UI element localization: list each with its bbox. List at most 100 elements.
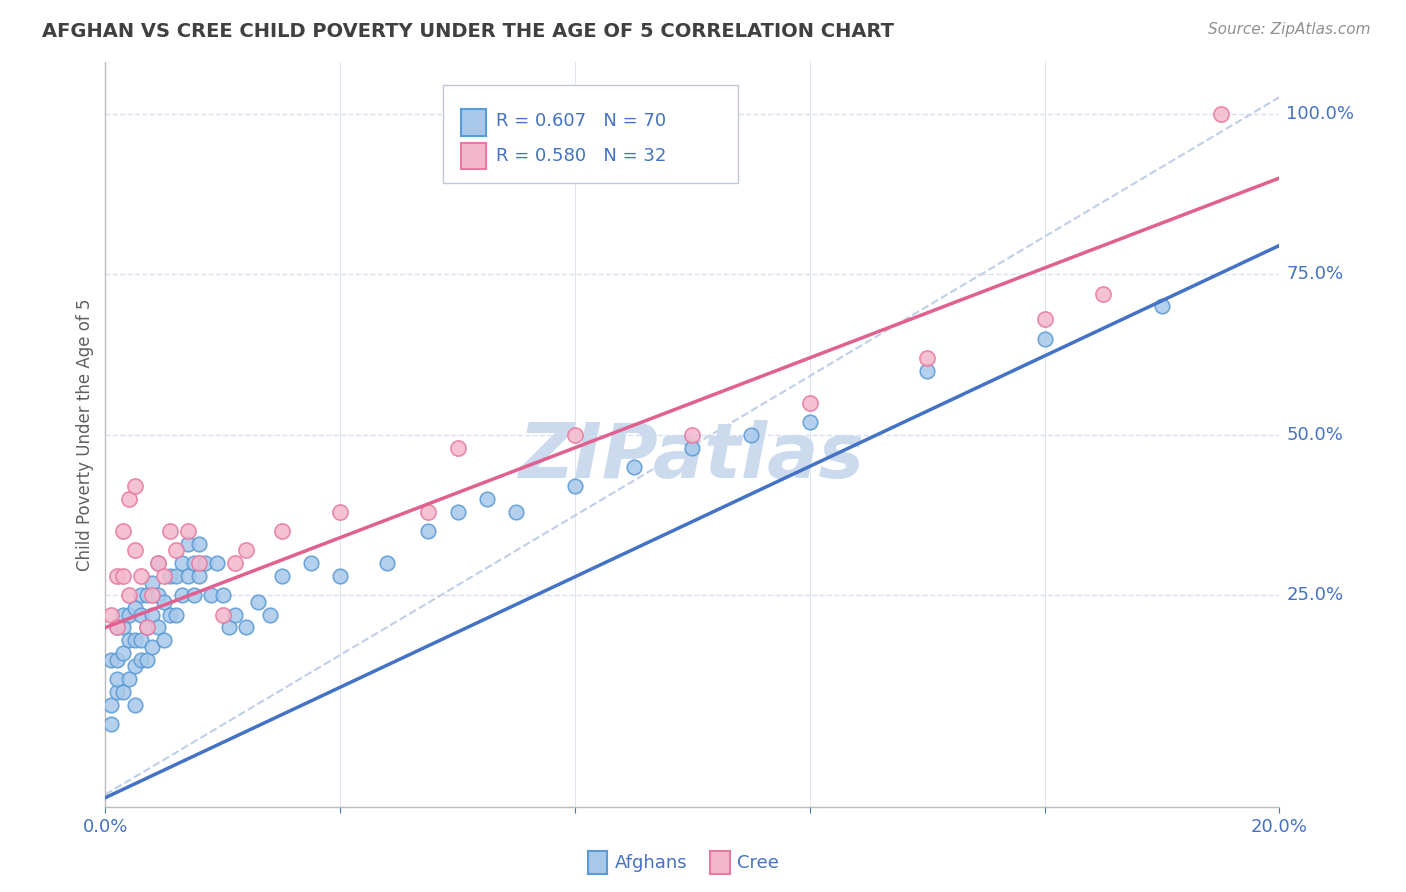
Point (118, 633, 141, 648)
Point (211, 588, 233, 602)
Point (118, 607, 141, 622)
Text: R = 0.580   N = 32: R = 0.580 N = 32 (496, 147, 666, 165)
Point (247, 595, 270, 609)
Point (141, 607, 163, 622)
Point (159, 524, 181, 538)
Point (118, 588, 141, 602)
Point (564, 428, 586, 442)
Point (205, 556, 228, 570)
Point (176, 537, 198, 551)
Point (418, 524, 440, 538)
Point (188, 569, 211, 583)
Point (170, 556, 193, 570)
Point (148, 556, 170, 570)
Point (1150, 300, 1173, 314)
Text: R = 0.607   N = 70: R = 0.607 N = 70 (496, 112, 666, 130)
Y-axis label: Child Poverty Under the Age of 5: Child Poverty Under the Age of 5 (76, 299, 94, 571)
Point (112, 646, 135, 660)
Point (799, 415, 821, 429)
Point (188, 556, 211, 570)
Point (112, 569, 135, 583)
Point (112, 684, 135, 698)
Point (475, 491, 498, 506)
Point (799, 396, 821, 410)
Point (124, 601, 146, 615)
Point (211, 607, 233, 622)
Text: 75.0%: 75.0% (1286, 265, 1344, 284)
Point (105, 569, 128, 583)
Point (259, 607, 281, 622)
Point (105, 652, 128, 666)
Point (623, 459, 645, 474)
Point (112, 607, 135, 622)
Point (100, 607, 122, 622)
Point (153, 633, 176, 648)
Point (183, 556, 205, 570)
Point (165, 543, 187, 558)
Point (176, 524, 198, 538)
Point (375, 556, 398, 570)
Point (200, 588, 222, 602)
Point (1033, 332, 1056, 346)
Point (1092, 286, 1115, 301)
Point (176, 569, 198, 583)
Point (740, 428, 762, 442)
Point (105, 672, 128, 686)
Point (1209, 107, 1232, 121)
Point (141, 575, 163, 590)
Point (153, 569, 176, 583)
Text: Cree: Cree (737, 855, 779, 872)
Point (165, 607, 187, 622)
Point (446, 441, 468, 455)
Point (100, 698, 122, 712)
Point (224, 607, 246, 622)
Point (100, 716, 122, 731)
Point (129, 633, 152, 648)
Point (148, 620, 170, 634)
Point (105, 620, 128, 634)
Text: AFGHAN VS CREE CHILD POVERTY UNDER THE AGE OF 5 CORRELATION CHART: AFGHAN VS CREE CHILD POVERTY UNDER THE A… (42, 22, 894, 41)
Text: Source: ZipAtlas.com: Source: ZipAtlas.com (1208, 22, 1371, 37)
Point (183, 588, 205, 602)
Point (129, 607, 152, 622)
Point (135, 620, 157, 634)
Point (1033, 312, 1056, 326)
Point (224, 556, 246, 570)
Point (105, 620, 128, 634)
Text: 25.0%: 25.0% (1286, 586, 1344, 605)
Point (135, 620, 157, 634)
Point (446, 505, 468, 519)
Point (159, 569, 181, 583)
Point (124, 543, 146, 558)
Point (270, 569, 292, 583)
Point (129, 569, 152, 583)
Point (418, 505, 440, 519)
Point (124, 659, 146, 673)
Point (917, 364, 939, 378)
Text: ZIPatlas: ZIPatlas (519, 420, 866, 494)
Point (329, 505, 352, 519)
Text: 100.0%: 100.0% (1286, 104, 1354, 123)
Point (124, 633, 146, 648)
Point (153, 595, 176, 609)
Point (135, 652, 157, 666)
Point (235, 620, 257, 634)
Point (159, 607, 181, 622)
Point (917, 351, 939, 365)
Point (505, 505, 527, 519)
Text: Afghans: Afghans (614, 855, 688, 872)
Point (135, 588, 157, 602)
Point (329, 569, 352, 583)
Point (270, 524, 292, 538)
Point (124, 479, 146, 493)
Text: 50.0%: 50.0% (1286, 425, 1343, 444)
Point (141, 588, 163, 602)
Point (148, 588, 170, 602)
Point (141, 640, 163, 654)
Point (218, 620, 240, 634)
Point (148, 556, 170, 570)
Point (165, 569, 187, 583)
Point (124, 698, 146, 712)
Point (188, 537, 211, 551)
Point (100, 652, 122, 666)
